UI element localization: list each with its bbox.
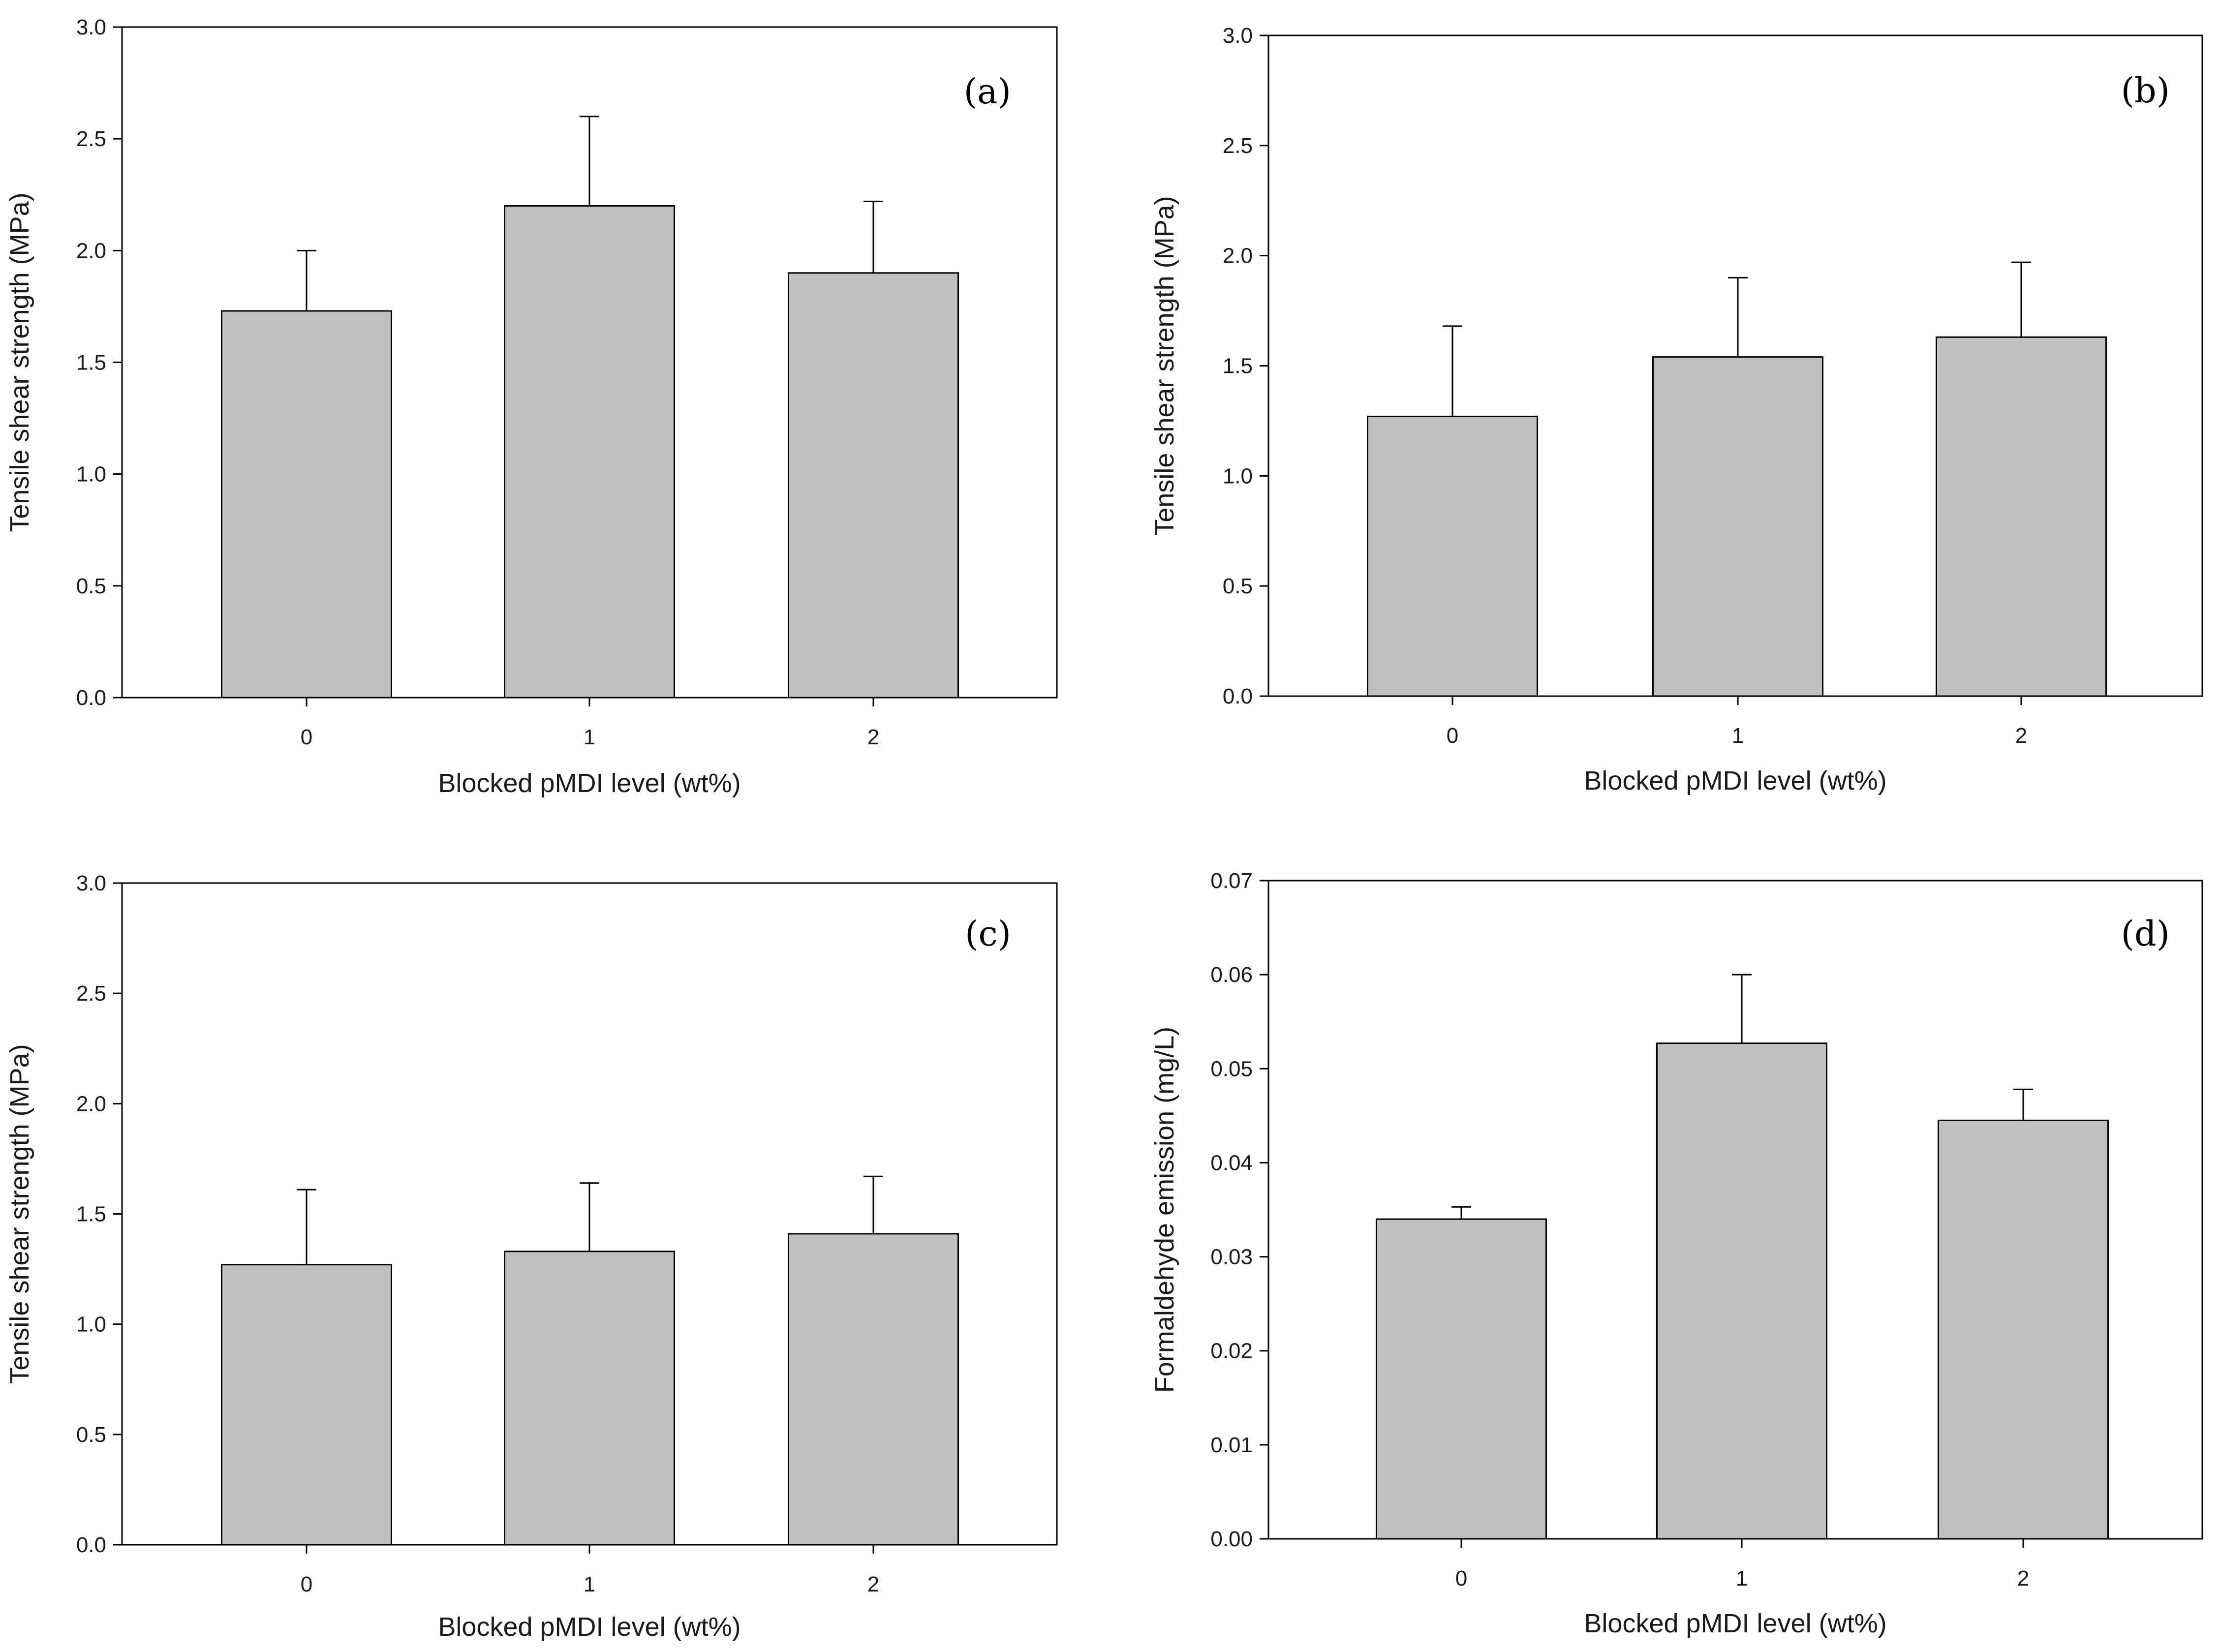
panel-c-label: (c)	[965, 914, 1011, 954]
panel-d-y-tick-label: 0.04	[1210, 1151, 1253, 1175]
panel-b-x-tick-label: 2	[2015, 724, 2027, 748]
panel-c-x-tick-label: 0	[301, 1572, 312, 1596]
panel-d-y-tick-label: 0.00	[1210, 1527, 1253, 1551]
panel-b-error-bar-0	[1443, 325, 1462, 417]
panel-d-x-tick-label: 0	[1455, 1566, 1467, 1591]
panel-d-y-tick-label: 0.06	[1210, 963, 1253, 987]
panel-a-y-tick-label: 0.0	[76, 686, 106, 710]
panel-c-x-tick-label: 1	[584, 1572, 595, 1596]
panel-a-x-axis-title: Blocked pMDI level (wt%)	[438, 768, 740, 798]
panel-c-error-bar-2	[864, 1175, 883, 1234]
panel-b-x-axis-title: Blocked pMDI level (wt%)	[1584, 766, 1886, 795]
panel-c-error-bar-1	[580, 1182, 599, 1252]
panel-a-bar-2	[788, 272, 959, 699]
panel-b-error-bar-1	[1728, 276, 1748, 357]
panel-a-x-tick-label: 1	[584, 725, 595, 749]
panel-d-bar-2	[1938, 1119, 2109, 1540]
panel-a: 0.0 0.5 1.0 1.5 2.0 2.5 3.0 0 1 2 Blocked pMDI lev…	[5, 15, 1058, 798]
panel-b-y-tick-label: 1.5	[1223, 354, 1253, 378]
panel-c-y-tick-label: 0.0	[76, 1533, 106, 1557]
panel-d-label: (d)	[2121, 914, 2170, 954]
panel-d-error-bar-1	[1732, 974, 1752, 1043]
panel-b-x-tick-label: 0	[1447, 724, 1458, 748]
panel-d-y-axis-title: Formaldehyde emission (mg/L)	[1150, 1027, 1179, 1393]
panel-b: 0.0 0.5 1.0 1.5 2.0 2.5 3.0 0 1 2 Blocked pMDI lev…	[1150, 24, 2203, 795]
panel-b-x-tick-label: 1	[1732, 724, 1744, 748]
panel-a-y-tick-label: 1.5	[76, 351, 106, 375]
panel-a-x-tick-label: 0	[301, 725, 312, 749]
panel-d-error-bar-2	[2013, 1088, 2033, 1121]
panel-a-y-axis-title: Tensile shear strength (MPa)	[5, 192, 34, 532]
panel-c-bar-1	[504, 1251, 675, 1546]
panel-a-y-tick-label: 3.0	[76, 15, 106, 39]
panel-b-bar-2	[1936, 336, 2107, 697]
panel-b-y-axis-title: Tensile shear strength (MPa)	[1150, 196, 1179, 535]
panel-d-y-tick-label: 0.05	[1210, 1057, 1253, 1081]
panel-a-y-tick-label: 0.5	[76, 574, 106, 598]
panel-d-error-bar-0	[1451, 1206, 1471, 1220]
panel-b-bar-0	[1367, 415, 1538, 697]
panel-d-y-tick-label: 0.03	[1210, 1245, 1253, 1269]
panel-d-plot-frame	[1267, 880, 2203, 1540]
panel-a-y-tick-label: 2.5	[76, 127, 106, 151]
panel-a-bar-1	[504, 205, 675, 699]
panel-b-y-tick-label: 0.0	[1223, 684, 1253, 708]
panel-a-y-tick-label: 1.0	[76, 462, 106, 487]
panel-c-y-tick-label: 3.0	[76, 871, 106, 895]
panel-c-x-axis-title: Blocked pMDI level (wt%)	[438, 1612, 740, 1642]
panel-b-y-tick-label: 1.0	[1223, 464, 1253, 488]
panel-d-y-tick-label: 0.01	[1210, 1433, 1253, 1457]
panel-c-y-axis-title: Tensile shear strength (MPa)	[5, 1044, 34, 1383]
panel-c-error-bar-0	[297, 1189, 316, 1265]
panel-d-bar-0	[1376, 1218, 1547, 1540]
panel-c-y-tick-label: 0.5	[76, 1423, 106, 1447]
panel-a-x-tick-label: 2	[867, 725, 879, 749]
panel-b-y-tick-label: 0.5	[1223, 574, 1253, 598]
panel-a-y-tick-label: 2.0	[76, 239, 106, 263]
panel-d-y-tick-label: 0.07	[1210, 869, 1253, 893]
panel-d-y-tick-label: 0.02	[1210, 1339, 1253, 1363]
panel-d-x-tick-label: 2	[2017, 1566, 2029, 1591]
panel-c-y-tick-label: 2.0	[76, 1092, 106, 1116]
panel-a-error-bar-0	[297, 249, 316, 311]
panel-b-label: (b)	[2121, 70, 2170, 111]
panel-b-y-tick-label: 3.0	[1223, 24, 1253, 48]
panel-b-y-tick-label: 2.5	[1223, 134, 1253, 158]
panel-b-bar-1	[1652, 356, 1823, 697]
panel-d-x-tick-label: 1	[1736, 1566, 1748, 1591]
panel-c-y-tick-label: 1.0	[76, 1313, 106, 1337]
panel-c-bar-0	[221, 1264, 392, 1546]
panel-b-y-tick-label: 2.0	[1223, 244, 1253, 268]
panel-d: 0.00 0.01 0.02 0.03 0.04 0.05 0.06 0.07 0 1 2 Block…	[1150, 869, 2203, 1638]
panel-a-label: (a)	[964, 71, 1011, 112]
panel-a-bar-0	[221, 310, 392, 699]
panel-a-error-bar-2	[864, 200, 883, 273]
panel-d-bar-1	[1656, 1042, 1827, 1540]
panel-c-y-tick-label: 1.5	[76, 1202, 106, 1226]
panel-b-error-bar-2	[2011, 261, 2031, 337]
panel-c-x-tick-label: 2	[867, 1572, 879, 1596]
panel-c-y-tick-label: 2.5	[76, 981, 106, 1006]
panel-c-bar-2	[788, 1233, 959, 1546]
panel-a-error-bar-1	[580, 116, 599, 206]
panel-c: 0.0 0.5 1.0 1.5 2.0 2.5 3.0 0 1 2 Blocked pMDI lev…	[5, 871, 1058, 1642]
panel-d-x-axis-title: Blocked pMDI level (wt%)	[1584, 1609, 1886, 1638]
